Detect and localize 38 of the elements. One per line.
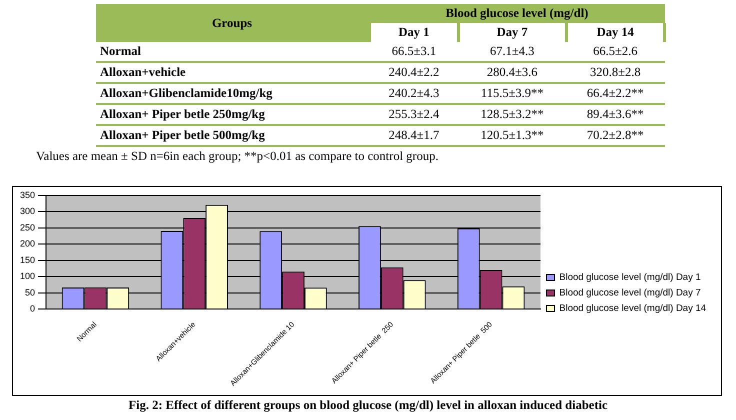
text: Day 7 — [458, 23, 566, 42]
text: 70.2±2.8** — [566, 125, 664, 146]
text: Blood glucose level (mg/dl) — [369, 4, 664, 23]
text: Day 14 — [566, 23, 664, 42]
y-tick-label: 150 — [20, 254, 36, 265]
y-tick-label: 250 — [20, 222, 36, 232]
y-tick-label: 300 — [20, 206, 36, 216]
text: 240.4±2.2 — [369, 62, 458, 83]
text: Alloxan+ Piper betle 250mg/kg — [96, 104, 370, 125]
text: Alloxan+ Piper betle 500mg/kg — [96, 125, 370, 146]
text: Alloxan+Glibenclamide10mg/kg — [96, 83, 370, 104]
legend-label: Blood glucose level (mg/dl) Day 1 — [559, 272, 701, 284]
caption: Fig. 2: Effect of different groups on blood glucose (mg/dl) level in alloxan induced diabetic — [127, 398, 609, 413]
text: 115.5±3.9** — [458, 83, 566, 104]
text: Day 1 — [369, 23, 458, 42]
text: 128.5±3.2** — [458, 104, 566, 125]
text: Normal — [96, 42, 370, 62]
y-tick-label: 350 — [20, 190, 36, 200]
text: 66.5±2.6 — [566, 42, 664, 62]
text: Groups — [96, 4, 370, 42]
text: 67.1±4.3 — [458, 42, 566, 62]
text: Values are mean ± SD n=6in each group; **p<0.01 as compare to control group. — [36, 149, 440, 164]
text: 66.5±3.1 — [369, 42, 458, 62]
text: 248.4±1.7 — [369, 125, 458, 146]
text: 89.4±3.6** — [566, 104, 664, 125]
text: 120.5±1.3** — [458, 125, 566, 146]
y-tick-label: 50 — [25, 287, 36, 298]
text: 66.4±2.2** — [566, 83, 664, 104]
text: Alloxan+vehicle — [96, 62, 370, 83]
text: 255.3±2.4 — [369, 104, 458, 125]
text: 280.4±3.6 — [458, 62, 566, 83]
legend-label: Blood glucose level (mg/dl) Day 14 — [559, 303, 706, 314]
y-tick-label: 0 — [30, 304, 36, 314]
text: 320.8±2.8 — [566, 62, 664, 83]
y-tick-label: 200 — [20, 238, 36, 249]
y-tick-label: 100 — [20, 271, 36, 282]
legend-label: Blood glucose level (mg/dl) Day 7 — [559, 288, 701, 299]
text: 240.2±4.3 — [369, 83, 458, 104]
